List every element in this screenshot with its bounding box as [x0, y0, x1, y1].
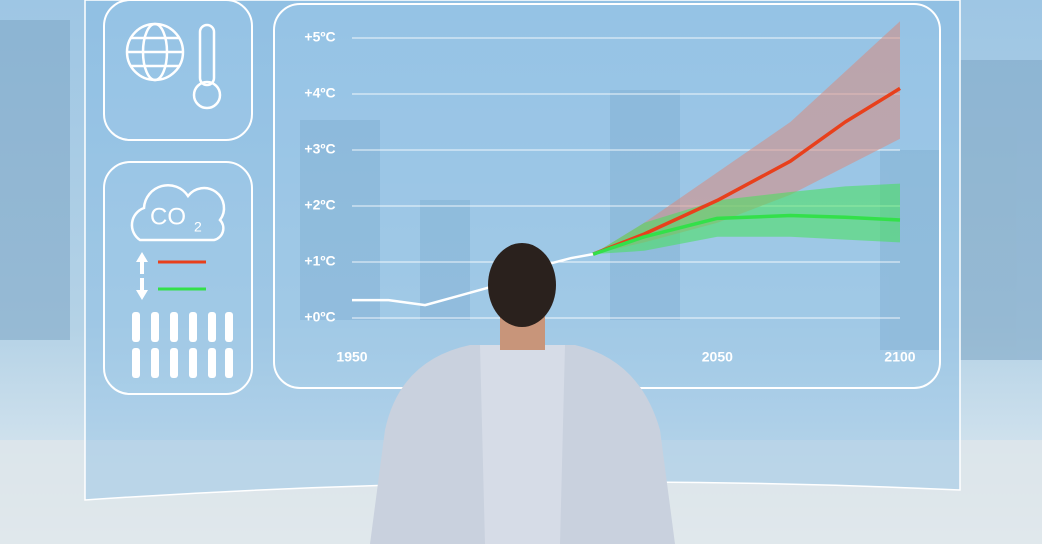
y-tick-label: +5ºC — [304, 29, 335, 45]
co2-icon: CO 2 — [130, 183, 233, 378]
co2-subscript: 2 — [194, 219, 202, 235]
x-tick-label: 2100 — [884, 349, 915, 365]
man — [370, 243, 675, 544]
co2-label: CO — [150, 203, 186, 230]
y-tick-label: +3ºC — [304, 141, 335, 157]
buildings — [0, 20, 1042, 360]
y-tick-label: +4ºC — [304, 85, 335, 101]
y-tick-label: +0ºC — [304, 309, 335, 325]
series-line — [592, 86, 901, 256]
series-line — [592, 213, 901, 256]
x-tick-label: 1950 — [336, 349, 367, 365]
chart: +0ºC +1ºC +2ºC +3ºC +4ºC +5ºC 1950 2050 2100 — [304, 21, 916, 365]
y-tick-label: +2ºC — [304, 197, 335, 213]
globe-icon — [125, 22, 222, 110]
y-tick-label: +1ºC — [304, 253, 335, 269]
series-line — [352, 252, 594, 307]
x-tick-label: 2050 — [702, 349, 733, 365]
